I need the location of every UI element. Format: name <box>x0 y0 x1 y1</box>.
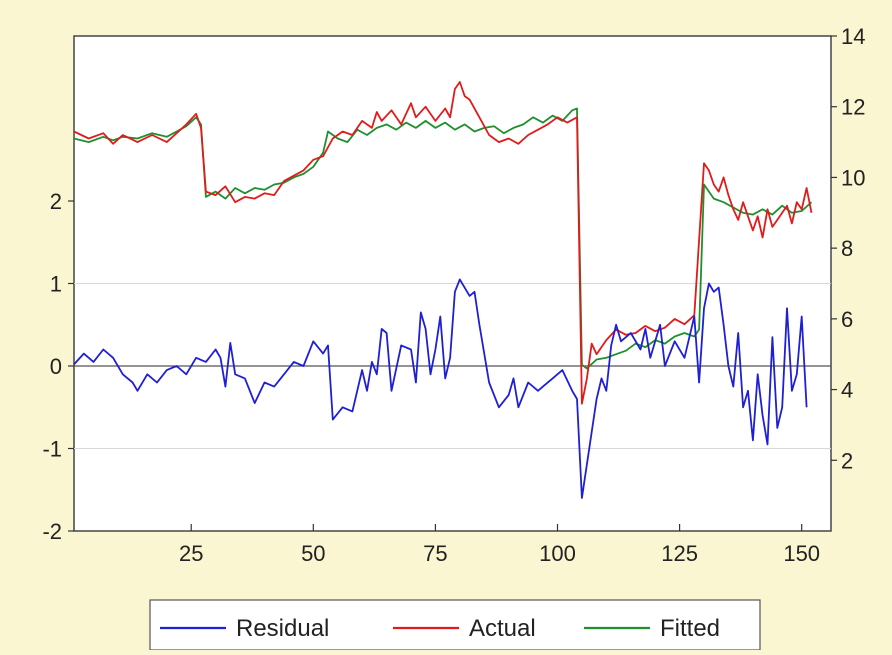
y-left-tick-label-1: -1 <box>42 437 62 462</box>
series-line-actual <box>73 81 813 405</box>
series-line-residual <box>73 278 808 499</box>
x-tick-label-2: 75 <box>423 541 447 566</box>
y-right-tick-label-1: 4 <box>841 378 853 403</box>
x-tick-label-3: 100 <box>539 541 576 566</box>
x-tick-label-4: 125 <box>661 541 698 566</box>
x-tick-label-1: 50 <box>301 541 325 566</box>
legend: Residual Actual Fitted <box>149 599 761 651</box>
y-right-tick-label-2: 6 <box>841 307 853 332</box>
y-right-tick-label-0: 2 <box>841 448 853 473</box>
y-left-tick-label-4: 2 <box>50 189 62 214</box>
y-left-tick-label-0: -2 <box>42 519 62 544</box>
legend-label-actual: Actual <box>469 615 536 642</box>
y-right-tick-label-5: 12 <box>841 95 865 120</box>
legend-label-residual: Residual <box>236 615 329 642</box>
grid-layer <box>74 283 831 449</box>
y-left-tick-label-3: 1 <box>50 272 62 297</box>
y-left-tick-label-2: 0 <box>50 354 62 379</box>
series-layer <box>73 81 813 499</box>
y-right-tick-label-6: 14 <box>841 24 865 49</box>
x-tick-label-5: 150 <box>783 541 820 566</box>
y-right-tick-label-3: 8 <box>841 236 853 261</box>
y-right-tick-label-4: 10 <box>841 165 865 190</box>
x-tick-label-0: 25 <box>179 541 203 566</box>
legend-label-fitted: Fitted <box>660 615 720 642</box>
